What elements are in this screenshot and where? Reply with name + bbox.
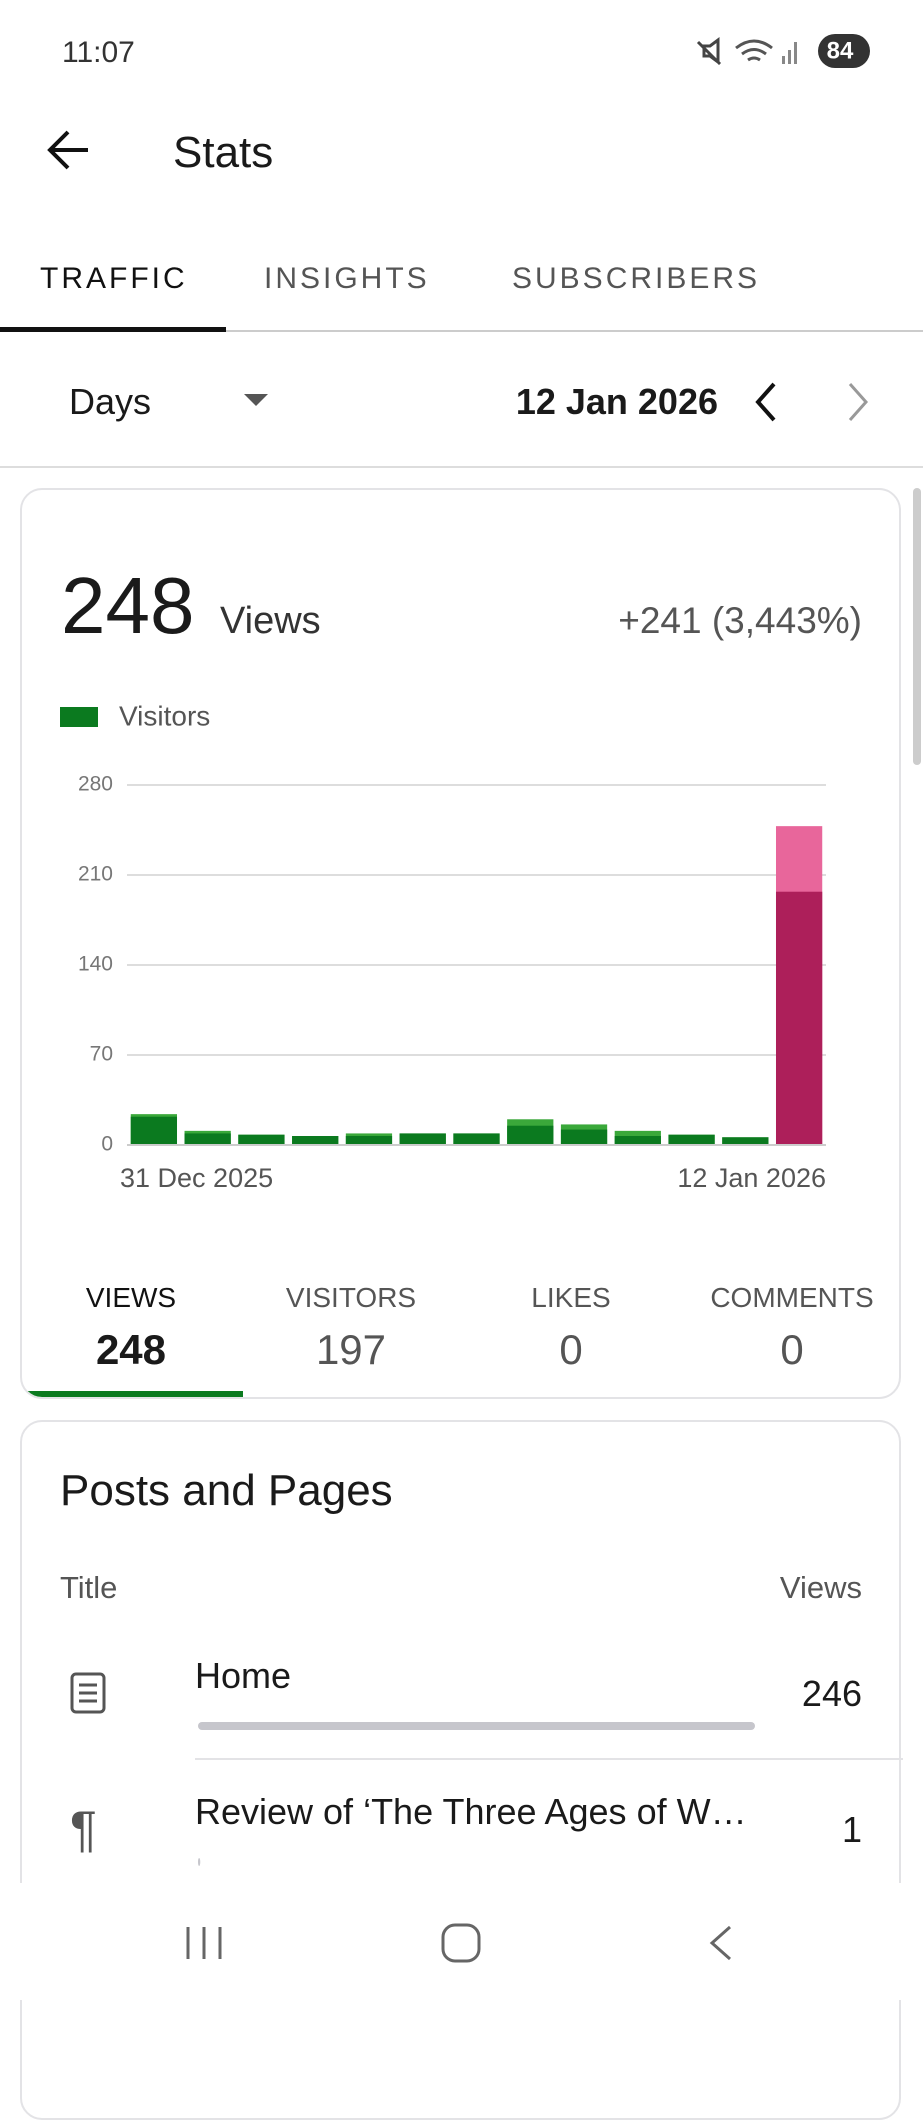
x-tick-label: 12 Jan 2026 bbox=[677, 1163, 826, 1193]
nav-icons[interactable] bbox=[0, 1883, 923, 2000]
bar bbox=[238, 1134, 285, 1145]
stat-tab-label[interactable]: COMMENTS bbox=[710, 1282, 874, 1313]
tab-divider bbox=[0, 330, 923, 332]
bar bbox=[130, 1116, 178, 1145]
period-date: 12 Jan 2026 bbox=[515, 381, 718, 422]
stat-tab-label[interactable]: VIEWS bbox=[85, 1282, 177, 1313]
period-nav[interactable] bbox=[750, 380, 870, 424]
stat-tab-value: 248 bbox=[95, 1326, 167, 1373]
summary-label: Views bbox=[220, 600, 321, 642]
nav-bar bbox=[0, 1883, 923, 2000]
post-icon: ¶ bbox=[70, 1801, 97, 1857]
stat-tab-value: 197 bbox=[315, 1326, 387, 1373]
views-bar bbox=[198, 1722, 755, 1730]
stat-tab-indicator bbox=[22, 1391, 243, 1397]
page-icon bbox=[70, 1672, 106, 1714]
stat-tab-label[interactable]: LIKES bbox=[531, 1282, 611, 1313]
y-tick-label: 0 bbox=[101, 1133, 113, 1156]
stat-tab-value: 0 bbox=[559, 1326, 583, 1373]
bar bbox=[453, 1133, 500, 1145]
x-tick-label: 31 Dec 2025 bbox=[120, 1163, 273, 1193]
column-header: Title bbox=[60, 1570, 118, 1605]
post-title[interactable]: Review of ‘The Three Ages of W… bbox=[195, 1791, 747, 1832]
status-icons: 84 bbox=[696, 34, 870, 68]
tab[interactable]: TRAFFIC bbox=[40, 262, 188, 295]
back-button[interactable] bbox=[44, 128, 92, 172]
summary-value: 248 bbox=[61, 561, 195, 650]
bar bbox=[614, 1136, 661, 1145]
bar bbox=[507, 1125, 554, 1145]
stat-tab-value: 0 bbox=[780, 1326, 804, 1373]
summary-change: +241 (3,443%) bbox=[618, 600, 862, 641]
page-title: Stats bbox=[173, 128, 274, 177]
tab[interactable]: SUBSCRIBERS bbox=[512, 262, 761, 295]
y-tick-label: 140 bbox=[78, 953, 113, 976]
bar bbox=[668, 1134, 715, 1145]
post-views: 1 bbox=[841, 1809, 862, 1850]
stat-tab-label[interactable]: VISITORS bbox=[285, 1282, 417, 1313]
y-tick-label: 210 bbox=[78, 863, 113, 886]
y-tick-label: 280 bbox=[78, 773, 113, 796]
stats-card bbox=[20, 488, 901, 1399]
column-header: Views bbox=[779, 1570, 862, 1605]
chart: 0 70 140 210 280 Visitors 31 Dec 2025 12 Jan 20… bbox=[60, 700, 826, 1866]
dropdown-arrow[interactable] bbox=[242, 392, 270, 408]
bar bbox=[184, 1133, 231, 1145]
scrollbar bbox=[913, 488, 921, 765]
bar bbox=[775, 891, 823, 1145]
battery-level: 84 bbox=[827, 37, 854, 64]
bar bbox=[399, 1133, 446, 1145]
views-bar bbox=[198, 1858, 201, 1866]
status-time: 11:07 bbox=[62, 36, 135, 69]
legend-label: Visitors bbox=[119, 700, 210, 731]
section-title: Posts and Pages bbox=[60, 1466, 393, 1515]
period-select[interactable]: Days bbox=[69, 381, 152, 422]
tab-indicator bbox=[0, 327, 226, 332]
post-title[interactable]: Home bbox=[195, 1655, 292, 1696]
legend-swatch bbox=[60, 707, 98, 727]
bar bbox=[292, 1136, 339, 1145]
bar bbox=[560, 1129, 608, 1145]
y-tick-label: 70 bbox=[90, 1043, 113, 1066]
post-views: 246 bbox=[801, 1673, 862, 1714]
bar bbox=[345, 1136, 393, 1145]
screen: 11:07 84 Stats TRAFFIC INSIGHTS SUBSCRIB… bbox=[0, 34, 923, 2120]
bar bbox=[722, 1137, 769, 1145]
tab[interactable]: INSIGHTS bbox=[264, 262, 430, 295]
divider bbox=[0, 466, 923, 468]
divider bbox=[195, 1758, 903, 1760]
